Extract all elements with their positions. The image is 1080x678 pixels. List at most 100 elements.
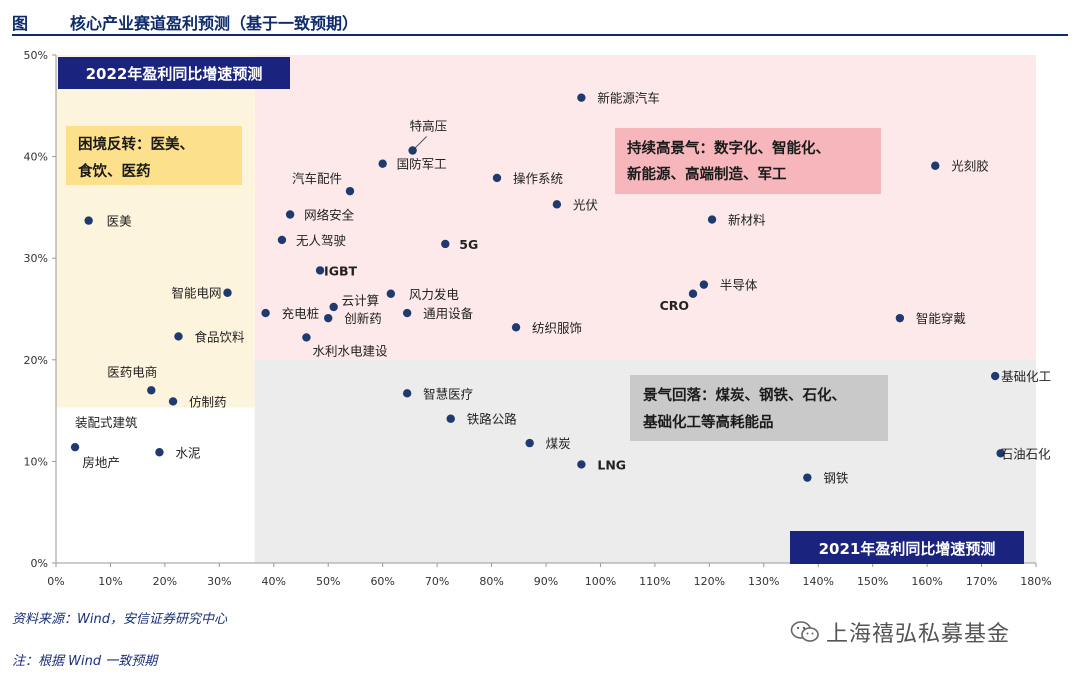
data-label: 风力发电 bbox=[409, 287, 460, 302]
x-tick-label: 50% bbox=[316, 575, 340, 588]
x-tick-label: 130% bbox=[748, 575, 779, 588]
x-tick-label: 100% bbox=[585, 575, 616, 588]
figure-title-prefix: 图 bbox=[12, 14, 29, 33]
data-point bbox=[707, 215, 717, 224]
region-box-prosperity-text: 持续高景气：数字化、智能化、 bbox=[627, 139, 830, 157]
x-tick-label: 160% bbox=[911, 575, 942, 588]
data-label: 半导体 bbox=[720, 278, 758, 293]
data-label: 无人驾驶 bbox=[296, 233, 347, 248]
x-tick-label: 70% bbox=[425, 575, 449, 588]
data-label: 装配式建筑 bbox=[75, 415, 138, 430]
wechat-icon bbox=[790, 621, 819, 642]
data-point bbox=[315, 266, 325, 275]
x-tick-label: 180% bbox=[1020, 575, 1051, 588]
y-axis-title: 2022年盈利同比增速预测 bbox=[86, 65, 263, 83]
data-point bbox=[803, 473, 812, 482]
data-label: 医药电商 bbox=[107, 364, 157, 379]
data-label: 智能电网 bbox=[171, 286, 221, 301]
data-label: 仿制药 bbox=[189, 394, 227, 409]
x-tick-label: 80% bbox=[479, 575, 503, 588]
data-point bbox=[699, 280, 709, 289]
data-label: 水泥 bbox=[175, 445, 200, 460]
data-point bbox=[577, 460, 586, 469]
y-tick-label: 20% bbox=[24, 354, 48, 367]
watermark: 上海禧弘私募基金 bbox=[790, 616, 1010, 648]
region-yellow bbox=[56, 55, 255, 408]
region-box-prosperity-text: 新能源、高端制造、军工 bbox=[627, 165, 787, 183]
x-tick-label: 40% bbox=[262, 575, 286, 588]
data-point bbox=[324, 313, 333, 323]
region-pink bbox=[254, 55, 1036, 360]
data-point bbox=[345, 186, 355, 196]
x-axis-title-badge bbox=[790, 531, 1024, 564]
data-point bbox=[990, 371, 1000, 381]
x-axis-title: 2021年盈利同比增速预测 bbox=[819, 540, 996, 558]
x-tick-label: 10% bbox=[98, 575, 122, 588]
data-label: 通用设备 bbox=[423, 306, 474, 321]
data-point bbox=[931, 161, 940, 170]
data-label: 新能源汽车 bbox=[597, 91, 660, 106]
data-point bbox=[174, 332, 183, 341]
data-label: 食品饮料 bbox=[195, 329, 246, 344]
data-label: 充电桩 bbox=[282, 306, 320, 321]
data-point bbox=[577, 93, 586, 102]
data-label: 石油石化 bbox=[1001, 446, 1052, 461]
region-box-recovery bbox=[66, 126, 242, 185]
data-point bbox=[302, 333, 311, 342]
region-box-prosperity bbox=[615, 128, 881, 194]
data-label: 铁路公路 bbox=[467, 412, 518, 427]
region-box-decline-text: 景气回落：煤炭、钢铁、石化、 bbox=[643, 386, 846, 404]
source-note: 资料来源：Wind，安信证券研究中心 bbox=[12, 612, 227, 627]
figure-title: 核心产业赛道盈利预测（基于一致预期） bbox=[70, 14, 359, 33]
data-label: 煤炭 bbox=[546, 436, 571, 451]
x-tick-label: 90% bbox=[534, 575, 558, 588]
data-label: 国防军工 bbox=[397, 157, 447, 172]
data-point bbox=[895, 313, 905, 323]
data-label: 新材料 bbox=[728, 213, 766, 228]
x-tick-label: 60% bbox=[370, 575, 394, 588]
data-point bbox=[261, 308, 270, 318]
data-label: 房地产 bbox=[82, 455, 120, 470]
data-point bbox=[147, 386, 156, 395]
data-point bbox=[525, 438, 534, 448]
data-point bbox=[329, 302, 338, 312]
data-label: 光刻胶 bbox=[951, 159, 989, 174]
data-label: 纺织服饰 bbox=[532, 320, 582, 335]
data-point bbox=[155, 448, 164, 457]
x-tick-label: 0% bbox=[47, 575, 64, 588]
data-point bbox=[996, 449, 1005, 458]
data-point bbox=[378, 159, 387, 168]
data-point bbox=[441, 239, 450, 249]
data-label: CRO bbox=[660, 298, 689, 313]
data-label: 创新药 bbox=[344, 311, 382, 326]
y-tick-label: 10% bbox=[24, 455, 48, 468]
data-point bbox=[402, 389, 412, 398]
data-label: 网络安全 bbox=[304, 208, 355, 223]
data-point bbox=[70, 442, 80, 452]
x-tick-label: 110% bbox=[639, 575, 670, 588]
y-axis-title-badge bbox=[58, 57, 290, 89]
region-box-decline bbox=[630, 375, 888, 441]
y-tick-label: 0% bbox=[31, 557, 48, 570]
y-tick-label: 40% bbox=[24, 151, 48, 164]
x-tick-label: 170% bbox=[966, 575, 997, 588]
data-label: 水利水电建设 bbox=[312, 343, 388, 358]
x-tick-label: 150% bbox=[857, 575, 888, 588]
y-tick-label: 30% bbox=[24, 252, 48, 265]
y-tick-label: 50% bbox=[24, 49, 48, 62]
region-box-recovery-text: 困境反转：医美、 bbox=[78, 135, 194, 153]
data-point bbox=[168, 397, 178, 406]
data-point bbox=[402, 308, 412, 318]
data-label: 医美 bbox=[107, 214, 132, 229]
x-tick-label: 140% bbox=[802, 575, 833, 588]
data-point bbox=[688, 289, 698, 298]
data-label: IGBT bbox=[324, 263, 357, 278]
watermark-text: 上海禧弘私募基金 bbox=[826, 622, 1011, 647]
footnote: 注：根据 Wind 一致预期 bbox=[12, 654, 158, 669]
x-tick-label: 30% bbox=[207, 575, 231, 588]
data-label: 基础化工 bbox=[1001, 369, 1051, 384]
data-label: 智慧医疗 bbox=[423, 386, 473, 401]
scatter-chart: 0% 10% 20% 30% 40% 50% 0% 10% 20% 30% 40% 50% 60% 70%… bbox=[24, 49, 1052, 588]
data-label: 钢铁 bbox=[823, 471, 849, 486]
data-point bbox=[552, 200, 562, 209]
